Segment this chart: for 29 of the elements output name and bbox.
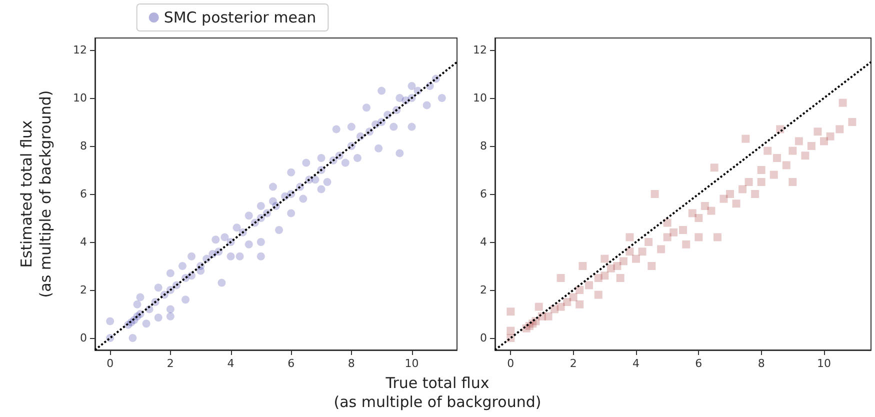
y-tick-label: 12	[473, 44, 487, 56]
y-tick-label: 12	[73, 44, 87, 56]
y-tick-label: 6	[80, 188, 87, 200]
y-tick-label: 4	[80, 236, 87, 248]
x-tick-label: 0	[106, 357, 114, 370]
y-tick-label: 8	[80, 140, 87, 152]
y-tick-label: 4	[480, 236, 487, 248]
x-tick-label: 4	[227, 357, 234, 370]
x-tick-label: 6	[695, 357, 702, 370]
y-tick-label: 10	[73, 92, 87, 104]
y-tick-label: 8	[480, 140, 487, 152]
x-axis-title: True total flux (as multiple of background)	[332, 374, 542, 412]
y-tick-label: 10	[473, 92, 487, 104]
x-tick-label: 0	[507, 357, 514, 370]
x-tick-label: 4	[632, 357, 640, 370]
y-tick-label: 0	[480, 332, 487, 344]
x-tick-label: 10	[817, 357, 831, 370]
x-tick-label: 6	[288, 357, 295, 370]
y-tick-label: 0	[80, 332, 87, 344]
y-tick-label: 2	[80, 284, 87, 296]
x-tick-label: 8	[758, 357, 765, 370]
x-tick-label: 2	[570, 357, 577, 370]
x-tick-label: 8	[348, 357, 355, 370]
x-tick-label: 10	[404, 357, 419, 370]
y-axis-title: Estimated total flux (as multiple of background)	[18, 90, 54, 298]
y-tick-label: 6	[480, 188, 487, 200]
y-tick-label: 2	[480, 284, 487, 296]
x-tick-label: 2	[166, 357, 174, 370]
legend-label: SMC posterior mean	[164, 8, 316, 26]
